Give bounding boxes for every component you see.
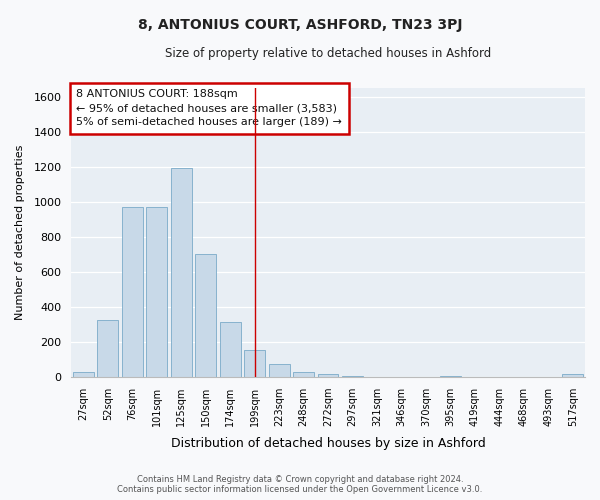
X-axis label: Distribution of detached houses by size in Ashford: Distribution of detached houses by size … bbox=[171, 437, 485, 450]
Bar bbox=[220, 322, 241, 376]
Text: Contains public sector information licensed under the Open Government Licence v3: Contains public sector information licen… bbox=[118, 485, 482, 494]
Bar bbox=[196, 254, 216, 376]
Text: Contains HM Land Registry data © Crown copyright and database right 2024.: Contains HM Land Registry data © Crown c… bbox=[137, 475, 463, 484]
Title: Size of property relative to detached houses in Ashford: Size of property relative to detached ho… bbox=[165, 48, 491, 60]
Bar bbox=[146, 207, 167, 376]
Bar bbox=[244, 350, 265, 376]
Bar bbox=[97, 320, 118, 376]
Bar bbox=[122, 207, 143, 376]
Text: 8, ANTONIUS COURT, ASHFORD, TN23 3PJ: 8, ANTONIUS COURT, ASHFORD, TN23 3PJ bbox=[138, 18, 462, 32]
Bar bbox=[269, 364, 290, 376]
Bar bbox=[73, 372, 94, 376]
Text: 8 ANTONIUS COURT: 188sqm
← 95% of detached houses are smaller (3,583)
5% of semi: 8 ANTONIUS COURT: 188sqm ← 95% of detach… bbox=[76, 90, 342, 128]
Bar bbox=[171, 168, 191, 376]
Bar bbox=[562, 374, 583, 376]
Bar bbox=[317, 374, 338, 376]
Bar bbox=[293, 372, 314, 376]
Y-axis label: Number of detached properties: Number of detached properties bbox=[15, 144, 25, 320]
